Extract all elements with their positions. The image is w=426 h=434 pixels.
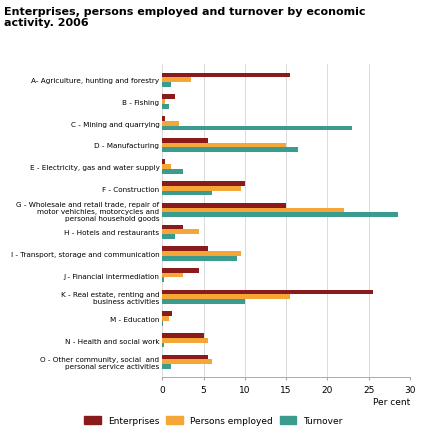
Bar	[162, 290, 372, 295]
Bar	[162, 191, 211, 196]
Bar	[162, 312, 172, 316]
Bar	[162, 100, 164, 105]
Bar	[162, 299, 244, 304]
Bar	[162, 234, 174, 239]
Bar	[162, 105, 168, 109]
Bar	[162, 321, 163, 326]
Bar	[162, 278, 164, 283]
Bar	[162, 204, 285, 208]
Bar	[162, 143, 285, 148]
X-axis label: Per cent: Per cent	[372, 397, 409, 406]
Bar	[162, 225, 182, 230]
Bar	[162, 256, 236, 261]
Bar	[162, 213, 397, 218]
Bar	[162, 117, 164, 122]
Bar	[162, 83, 170, 88]
Bar	[162, 122, 178, 126]
Bar	[162, 360, 211, 365]
Bar	[162, 208, 343, 213]
Bar	[162, 268, 199, 273]
Bar	[162, 148, 298, 153]
Bar	[162, 160, 164, 165]
Bar	[162, 343, 164, 348]
Bar	[162, 273, 182, 278]
Bar	[162, 316, 168, 321]
Bar	[162, 251, 240, 256]
Bar	[162, 365, 170, 369]
Text: Enterprises, persons employed and turnover by economic
activity. 2006: Enterprises, persons employed and turnov…	[4, 7, 365, 28]
Bar	[162, 95, 174, 100]
Legend: Enterprises, Persons employed, Turnover: Enterprises, Persons employed, Turnover	[80, 411, 346, 430]
Bar	[162, 295, 290, 299]
Bar	[162, 338, 207, 343]
Bar	[162, 355, 207, 360]
Bar	[162, 333, 203, 338]
Bar	[162, 247, 207, 251]
Bar	[162, 187, 240, 191]
Bar	[162, 78, 191, 83]
Bar	[162, 230, 199, 234]
Bar	[162, 182, 244, 187]
Bar	[162, 170, 182, 174]
Bar	[162, 165, 170, 170]
Bar	[162, 138, 207, 143]
Bar	[162, 126, 351, 131]
Bar	[162, 73, 290, 78]
